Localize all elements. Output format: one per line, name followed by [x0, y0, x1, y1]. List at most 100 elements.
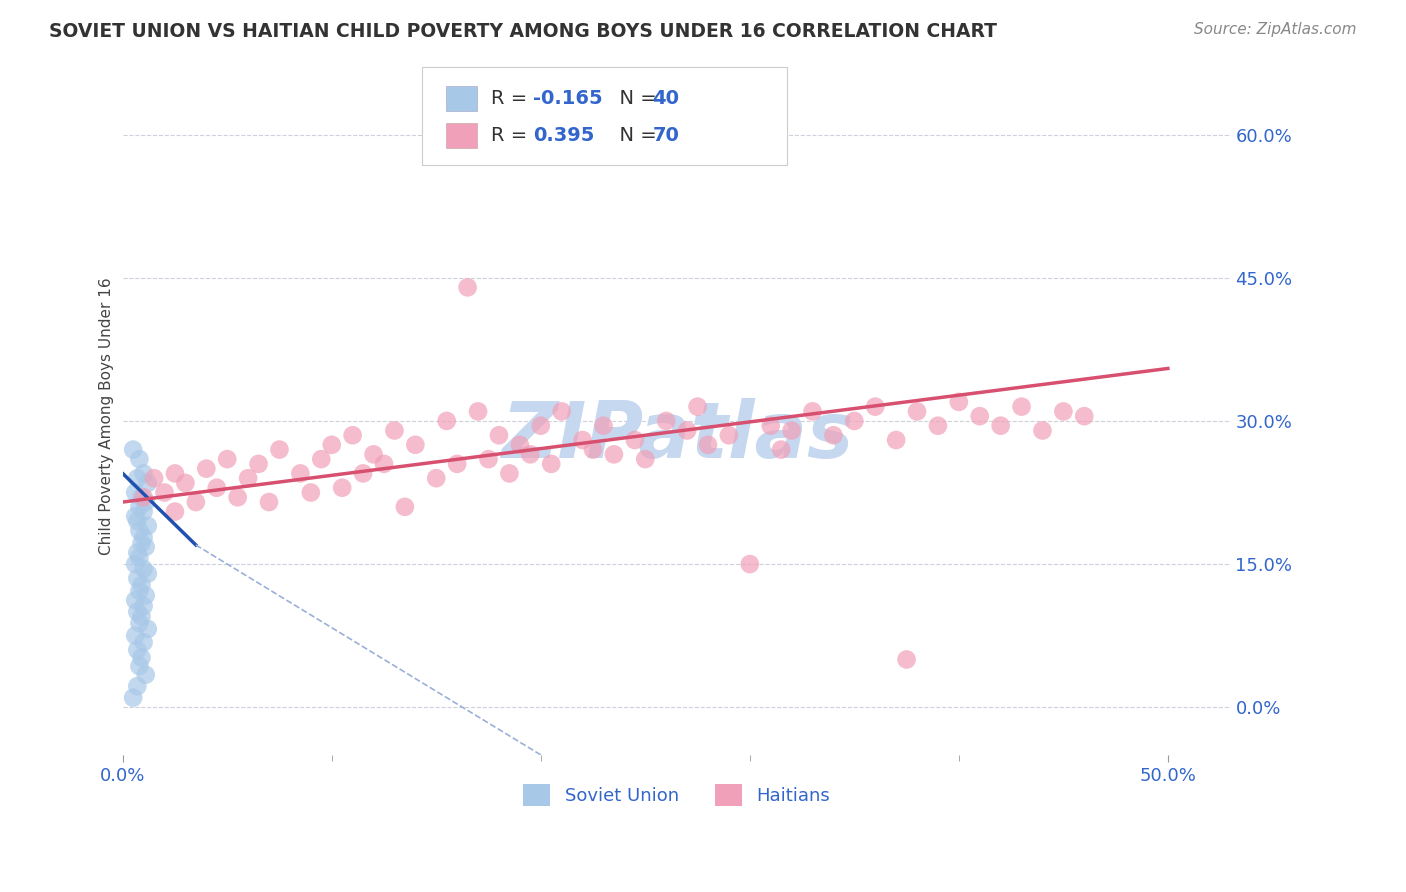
Point	[128, 616, 150, 631]
Point	[884, 433, 907, 447]
Text: ZIPatlas: ZIPatlas	[501, 399, 853, 475]
Point	[436, 414, 458, 428]
Point	[128, 659, 150, 673]
Point	[801, 404, 824, 418]
Point	[163, 467, 186, 481]
Point	[1052, 404, 1074, 418]
Point	[634, 452, 657, 467]
Point	[770, 442, 793, 457]
Text: -0.165: -0.165	[533, 88, 603, 108]
Point	[363, 447, 385, 461]
Point	[571, 433, 593, 447]
Point	[384, 424, 406, 438]
Point	[311, 452, 333, 467]
Text: Source: ZipAtlas.com: Source: ZipAtlas.com	[1194, 22, 1357, 37]
Text: N =: N =	[607, 126, 664, 145]
Point	[127, 679, 149, 693]
Text: R =: R =	[491, 88, 533, 108]
Point	[143, 471, 166, 485]
Point	[352, 467, 374, 481]
Point	[132, 505, 155, 519]
Text: R =: R =	[491, 126, 533, 145]
Point	[127, 643, 149, 657]
Point	[124, 557, 146, 571]
Point	[717, 428, 740, 442]
Point	[131, 609, 153, 624]
Point	[697, 438, 720, 452]
Point	[540, 457, 562, 471]
Point	[136, 566, 159, 581]
Point	[373, 457, 395, 471]
Point	[863, 400, 886, 414]
Point	[738, 557, 761, 571]
Point	[780, 424, 803, 438]
Point	[131, 578, 153, 592]
Point	[759, 418, 782, 433]
Point	[163, 505, 186, 519]
Point	[1031, 424, 1053, 438]
Point	[905, 404, 928, 418]
Point	[519, 447, 541, 461]
Point	[823, 428, 845, 442]
Point	[676, 424, 699, 438]
Point	[184, 495, 207, 509]
Point	[132, 599, 155, 613]
Point	[127, 571, 149, 585]
Point	[425, 471, 447, 485]
Point	[136, 519, 159, 533]
Point	[127, 605, 149, 619]
Point	[498, 467, 520, 481]
Point	[174, 475, 197, 490]
Point	[124, 593, 146, 607]
Point	[131, 536, 153, 550]
Point	[127, 471, 149, 485]
Point	[446, 457, 468, 471]
Point	[290, 467, 312, 481]
Point	[655, 414, 678, 428]
Point	[624, 433, 647, 447]
Point	[132, 467, 155, 481]
Point	[135, 495, 157, 509]
Y-axis label: Child Poverty Among Boys Under 16: Child Poverty Among Boys Under 16	[100, 277, 114, 555]
Point	[132, 635, 155, 649]
Point	[342, 428, 364, 442]
Point	[247, 457, 270, 471]
Point	[896, 652, 918, 666]
Point	[467, 404, 489, 418]
Legend: Soviet Union, Haitians: Soviet Union, Haitians	[516, 777, 838, 814]
Point	[404, 438, 426, 452]
Point	[969, 409, 991, 424]
Point	[236, 471, 259, 485]
Point	[603, 447, 626, 461]
Point	[136, 622, 159, 636]
Text: 70: 70	[652, 126, 679, 145]
Point	[136, 475, 159, 490]
Point	[1073, 409, 1095, 424]
Point	[550, 404, 572, 418]
Point	[299, 485, 322, 500]
Point	[135, 540, 157, 554]
Point	[128, 550, 150, 565]
Point	[127, 514, 149, 528]
Point	[135, 667, 157, 681]
Text: N =: N =	[607, 88, 664, 108]
Point	[128, 452, 150, 467]
Point	[927, 418, 949, 433]
Point	[124, 485, 146, 500]
Point	[122, 442, 145, 457]
Point	[131, 490, 153, 504]
Point	[1011, 400, 1033, 414]
Point	[127, 546, 149, 560]
Point	[457, 280, 479, 294]
Point	[135, 589, 157, 603]
Point	[128, 583, 150, 598]
Point	[128, 524, 150, 538]
Text: 0.395: 0.395	[533, 126, 595, 145]
Point	[124, 509, 146, 524]
Point	[948, 395, 970, 409]
Text: SOVIET UNION VS HAITIAN CHILD POVERTY AMONG BOYS UNDER 16 CORRELATION CHART: SOVIET UNION VS HAITIAN CHILD POVERTY AM…	[49, 22, 997, 41]
Point	[226, 490, 249, 504]
Text: 40: 40	[652, 88, 679, 108]
Point	[321, 438, 343, 452]
Point	[217, 452, 239, 467]
